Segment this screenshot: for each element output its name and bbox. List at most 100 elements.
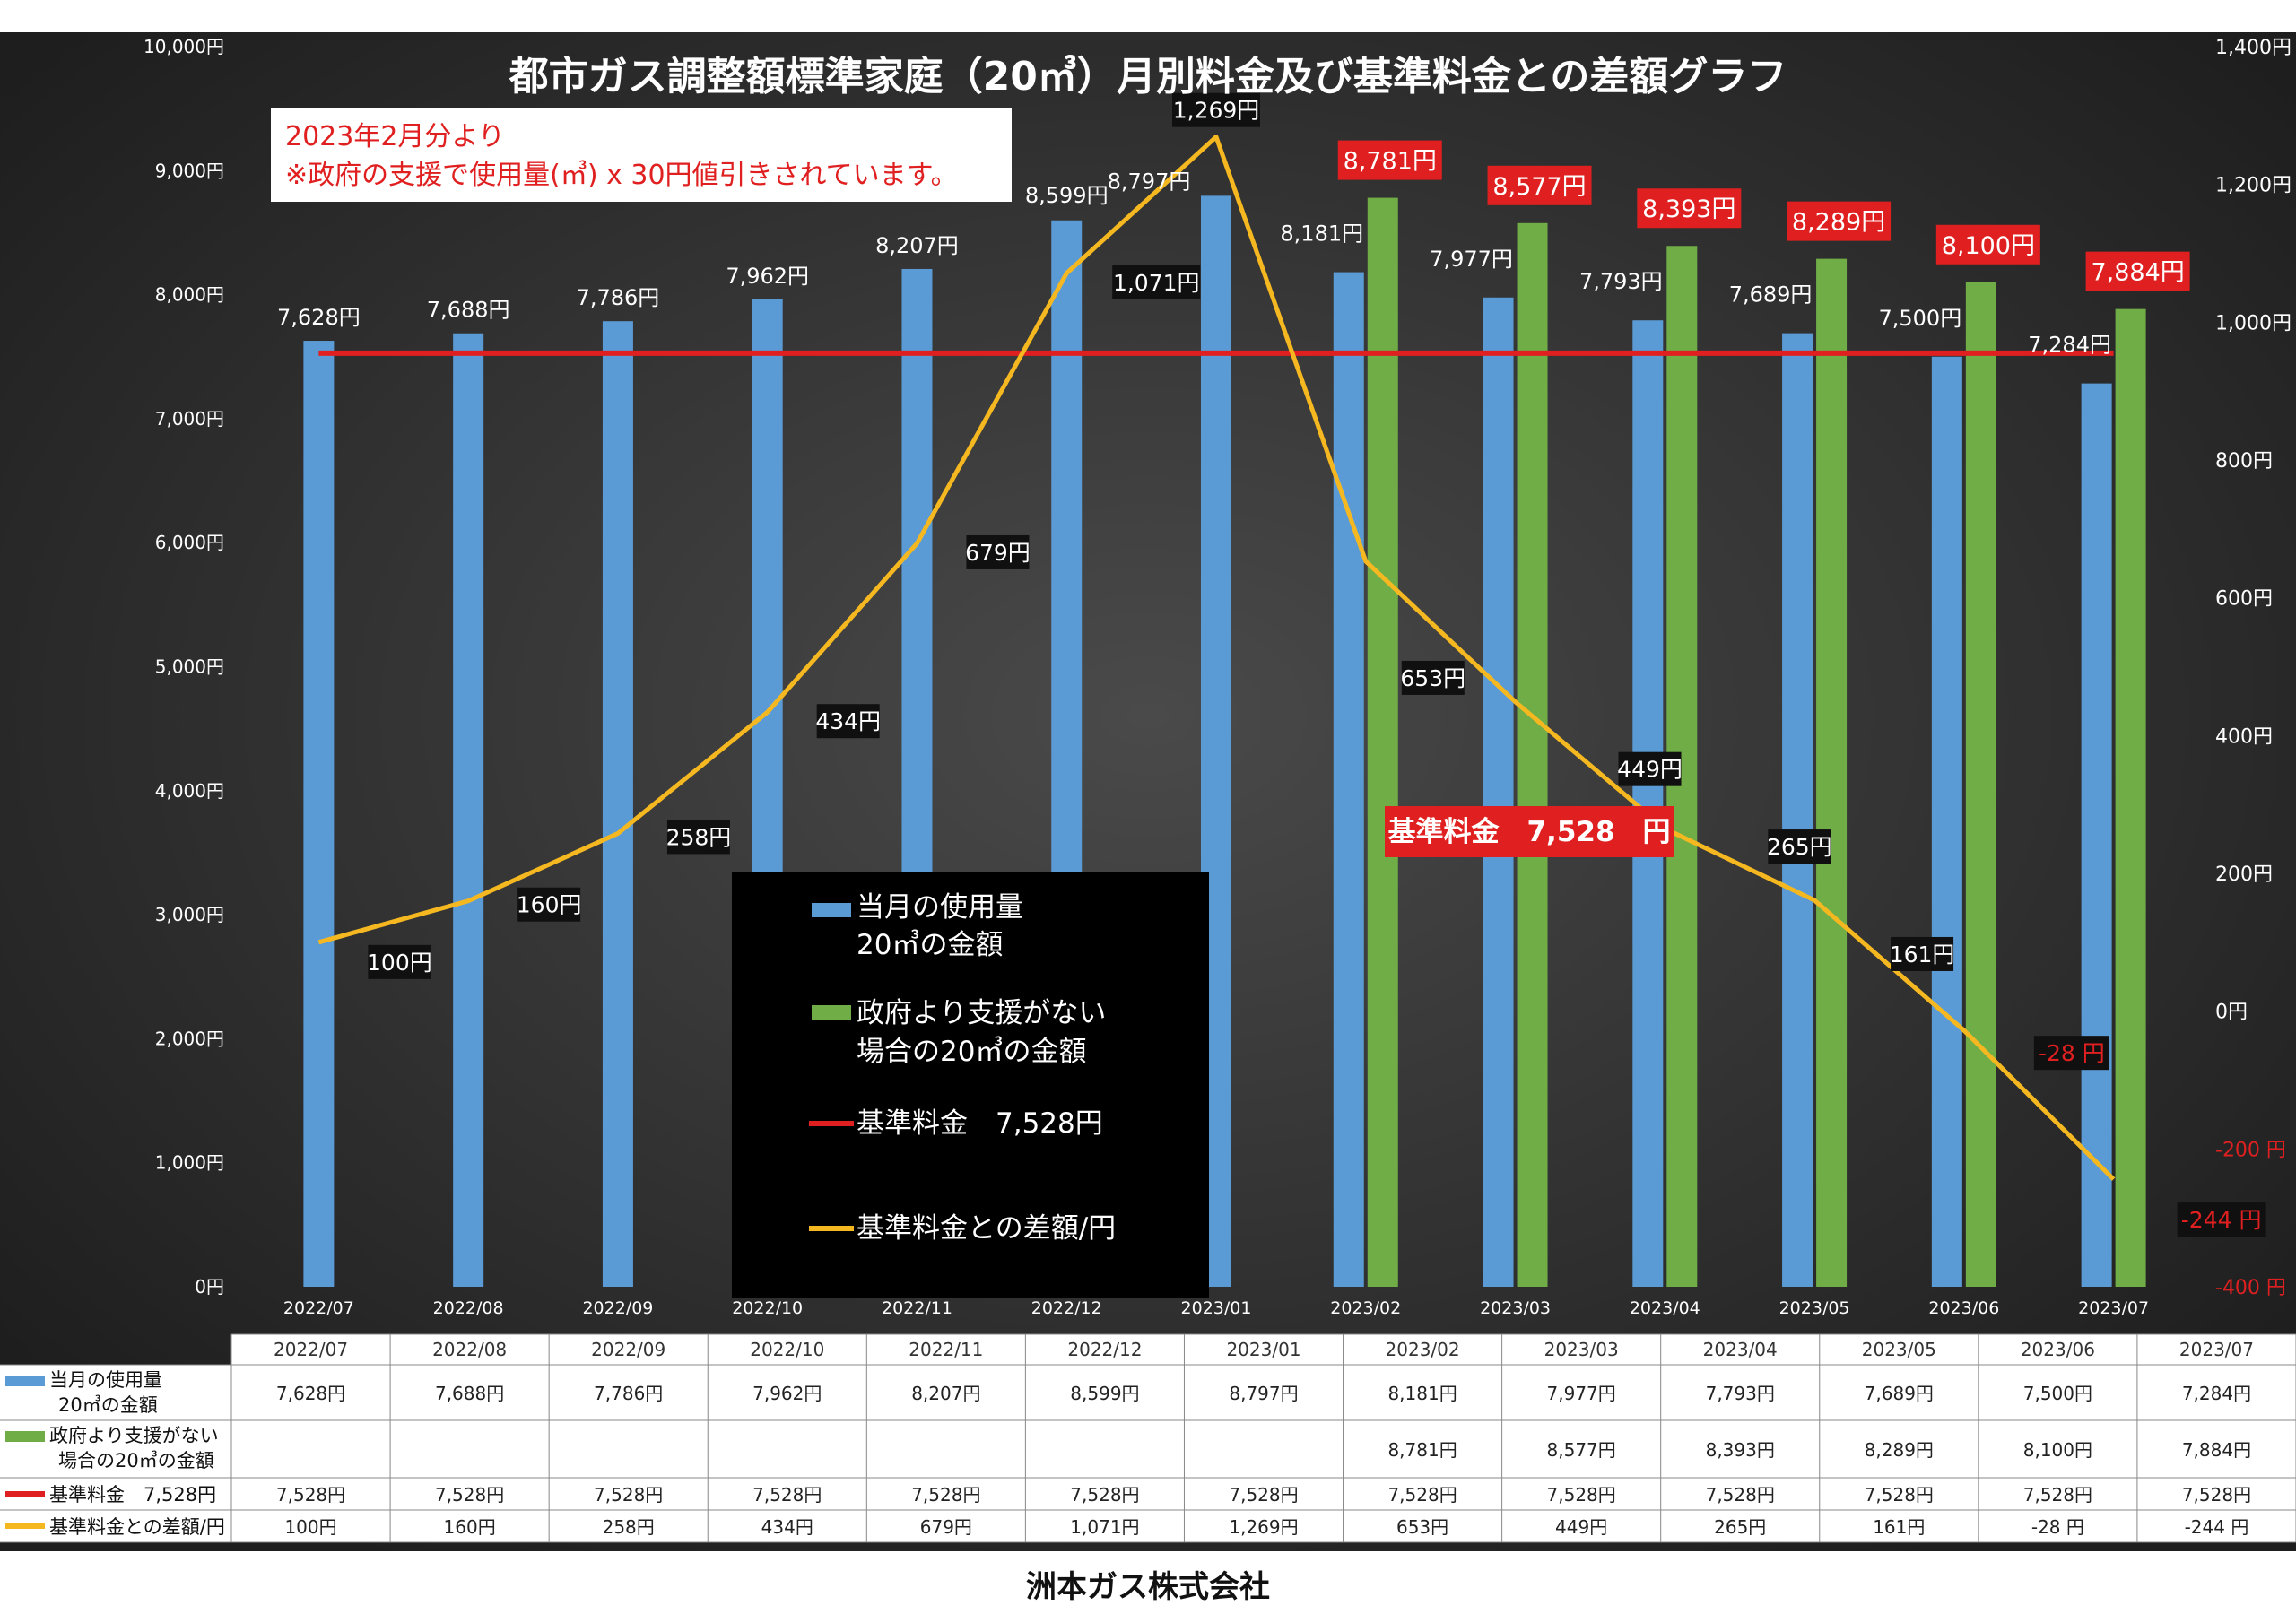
difference-label-box	[368, 944, 431, 979]
x-axis-tick: 2023/05	[1779, 1298, 1850, 1318]
bar-no-subsidy-label-box	[1935, 224, 2040, 265]
table-row-label: 当月の使用量	[49, 1369, 162, 1391]
x-axis-tick: 2023/04	[1630, 1298, 1700, 1318]
difference-label-box	[1768, 829, 1831, 864]
table-cell: 7,528円	[1229, 1484, 1298, 1506]
left-axis-tick: 8,000円	[155, 284, 224, 306]
bar-no-subsidy-label-box	[1787, 201, 1892, 241]
bar-no-subsidy-label-box	[1637, 188, 1742, 229]
table-header-cell: 2023/01	[1226, 1339, 1300, 1360]
table-cell: -28 円	[2031, 1516, 2084, 1538]
table-header-cell: 2023/06	[2021, 1339, 2095, 1360]
table-row-label: 基準料金との差額/円	[49, 1516, 225, 1538]
bar-current-month-label: 7,628円	[277, 305, 361, 330]
table-cell: 7,284円	[2182, 1383, 2251, 1404]
table-cell: 7,977円	[1547, 1383, 1616, 1404]
difference-label-box	[2033, 1036, 2109, 1071]
table-cell: 7,528円	[911, 1484, 980, 1506]
table-row-label: 20㎥の金額	[58, 1394, 158, 1416]
note-line-1: 2023年2月分より	[285, 121, 505, 152]
difference-label-box	[816, 704, 880, 739]
table-row-swatch	[5, 1376, 45, 1386]
table-cell: 8,100円	[2023, 1439, 2092, 1461]
table-header-cell: 2022/07	[274, 1339, 348, 1360]
left-axis-tick: 1,000円	[155, 1152, 224, 1174]
legend-swatch-yellow	[809, 1226, 854, 1231]
x-axis-tick: 2022/11	[882, 1298, 952, 1318]
table-cell: 7,962円	[752, 1383, 822, 1404]
left-axis-tick: 0円	[195, 1276, 224, 1298]
x-axis-tick: 2023/03	[1480, 1298, 1551, 1318]
bar-current-month-label: 8,181円	[1280, 221, 1363, 247]
table-cell: 8,207円	[911, 1383, 980, 1404]
bar-no-subsidy	[1517, 222, 1548, 1287]
bar-current-month-label: 7,284円	[2028, 333, 2111, 358]
x-axis-tick: 2023/06	[1928, 1298, 1999, 1318]
legend-swatch-blue	[812, 903, 851, 917]
bar-no-subsidy-label: 7,884円	[2091, 259, 2184, 287]
legend-label-green-1: 政府より支援がない	[857, 997, 1106, 1029]
bar-no-subsidy	[2115, 308, 2146, 1287]
bar-no-subsidy-label: 8,100円	[1942, 232, 2035, 260]
left-axis-tick: 4,000円	[155, 780, 224, 802]
table-cell: 161円	[1873, 1516, 1925, 1538]
left-axis-tick: 3,000円	[155, 904, 224, 925]
table-row-swatch	[5, 1491, 45, 1497]
right-axis-tick: -400 円	[2215, 1277, 2286, 1299]
difference-label-box	[1891, 936, 1954, 971]
difference-line	[317, 135, 2116, 1181]
bar-current-month-label: 7,977円	[1430, 247, 1513, 272]
callout-text: 基準料金 7,528 円	[1387, 816, 1670, 848]
table-row-label: 基準料金 7,528円	[49, 1484, 216, 1506]
table-header-cell: 2023/04	[1703, 1339, 1778, 1360]
bar-current-month	[602, 321, 633, 1288]
bar-no-subsidy-label: 8,289円	[1792, 209, 1885, 237]
difference-label: -244 円	[2181, 1207, 2262, 1233]
table-header-cell: 2023/05	[1862, 1339, 1936, 1360]
legend-label-green-2: 場合の20㎥の金額	[857, 1036, 1086, 1068]
table-cell: 7,786円	[594, 1383, 663, 1404]
x-axis-tick: 2023/01	[1181, 1298, 1252, 1318]
x-axis-tick: 2022/09	[582, 1298, 653, 1318]
bar-current-month	[303, 341, 335, 1287]
difference-label-box	[1618, 751, 1682, 786]
table-cell: 7,500円	[2023, 1383, 2092, 1404]
bar-current-month-label: 7,688円	[427, 298, 510, 323]
difference-label: 265円	[1767, 834, 1832, 860]
legend-label-blue-1: 当月の使用量	[857, 891, 1023, 924]
table-header-bg	[231, 1334, 2296, 1365]
bar-current-month-label: 8,797円	[1108, 169, 1191, 194]
difference-label-box	[517, 887, 581, 922]
difference-label: -28 円	[2039, 1040, 2105, 1066]
table-row-swatch	[5, 1431, 45, 1442]
note-box	[271, 108, 1012, 202]
bar-current-month-label: 8,207円	[875, 233, 959, 258]
bar-current-month	[1333, 272, 1364, 1288]
table-header-cell: 2023/02	[1386, 1339, 1460, 1360]
x-axis-tick: 2023/07	[2078, 1298, 2149, 1318]
legend-label-yellow: 基準料金との差額/円	[857, 1212, 1116, 1245]
bar-current-month	[1931, 356, 1962, 1287]
note-line-2: ※政府の支援で使用量(㎥) x 30円値引きされています。	[285, 160, 958, 191]
bar-current-month	[1782, 333, 1813, 1287]
bar-current-month	[453, 333, 484, 1287]
table-header-cell: 2022/08	[432, 1339, 507, 1360]
legend-swatch-red	[809, 1121, 854, 1126]
bar-current-month-label: 7,500円	[1878, 306, 1961, 331]
table-body-bg	[0, 1365, 2296, 1542]
bar-no-subsidy-label-box	[1487, 165, 1592, 205]
table-cell: 7,528円	[2023, 1484, 2092, 1506]
bar-no-subsidy	[1816, 258, 1848, 1287]
left-axis-tick: 2,000円	[155, 1028, 224, 1049]
difference-label: 1,269円	[1173, 98, 1260, 124]
company-name: 洲本ガス株式会社	[1026, 1569, 1270, 1605]
table-cell: 7,528円	[1706, 1484, 1775, 1506]
table-cell: 7,528円	[1387, 1484, 1457, 1506]
right-axis-tick: 400円	[2215, 725, 2273, 748]
right-axis-tick: 200円	[2215, 864, 2273, 886]
difference-label-box	[666, 820, 730, 855]
bar-current-month-label: 7,786円	[577, 285, 660, 310]
chart: 7,628円 7,688円 7,786円7,962円8,207円8,599円8,79…	[0, 32, 2296, 1551]
difference-label: 1,071円	[1113, 270, 1200, 296]
table-header-cell: 2023/07	[2179, 1339, 2254, 1360]
